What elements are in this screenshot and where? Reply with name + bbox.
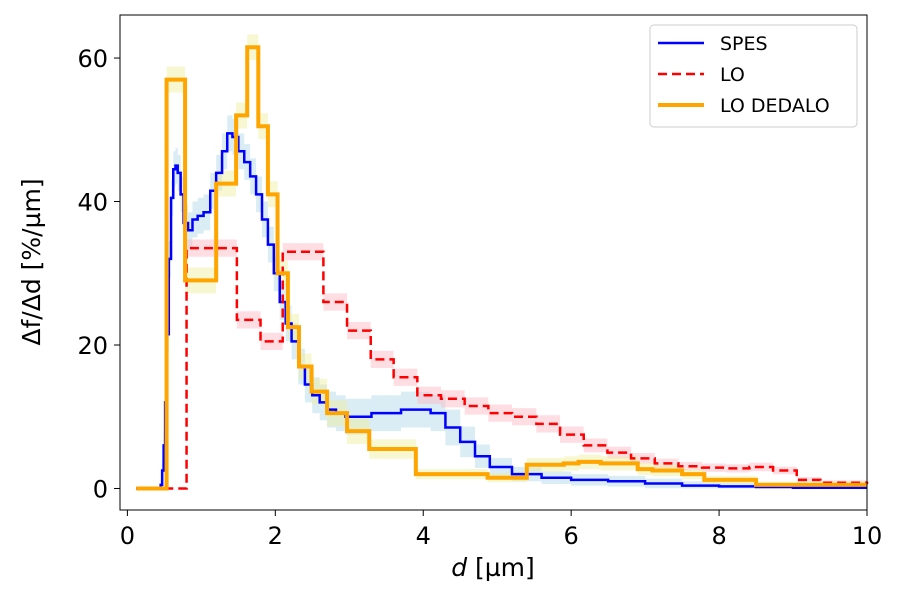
legend-label-lo: LO (720, 64, 745, 86)
x-tick-label: 6 (564, 522, 579, 550)
x-tick-label: 10 (852, 522, 883, 550)
series-line-lo (136, 246, 869, 490)
x-tick-label: 0 (120, 522, 135, 550)
legend: SPES LO LO DEDALO (649, 24, 858, 128)
y-axis-ticks: 0 20 40 60 (77, 45, 120, 503)
legend-box (649, 24, 858, 128)
legend-label-lo-dedalo: LO DEDALO (720, 95, 830, 117)
series-line-spes (136, 132, 867, 490)
y-tick-label: 60 (77, 45, 108, 73)
plot-frame (119, 14, 868, 511)
y-axis-label: Δf/Δd [%/µm] (17, 178, 46, 345)
x-axis-ticks: 0 2 4 6 8 10 (120, 510, 883, 550)
legend-label-spes: SPES (720, 33, 768, 55)
x-tick-label: 2 (268, 522, 283, 550)
y-tick-label: 0 (93, 475, 108, 503)
x-tick-label: 4 (416, 522, 431, 550)
y-tick-label: 40 (77, 189, 108, 217)
x-axis-label: d [µm] (451, 553, 535, 582)
y-tick-label: 20 (77, 332, 108, 360)
x-tick-label: 8 (711, 522, 726, 550)
series-lines (136, 45, 869, 491)
series-line-lo-dedalo (136, 45, 867, 491)
